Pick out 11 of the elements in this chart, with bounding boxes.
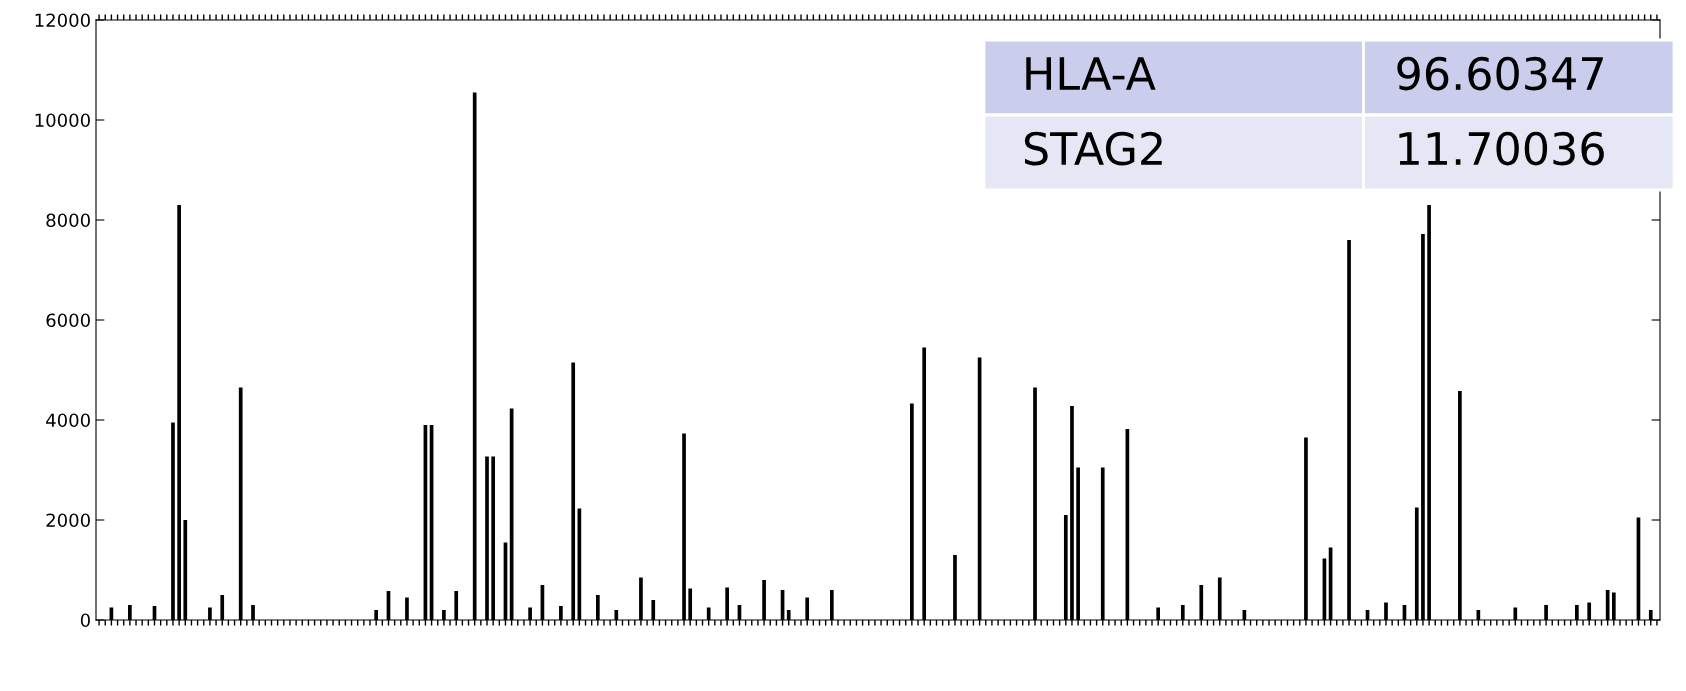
y-tick-label: 10000	[35, 113, 90, 128]
y-tick-label: 8000	[46, 213, 90, 228]
y-tick-label: 2000	[46, 513, 90, 528]
y-tick-label: 0	[80, 613, 90, 628]
annotation: 11.70036	[1399, 131, 1604, 166]
annotation: 96.60347	[1397, 56, 1603, 91]
annotation: STAG2	[1024, 131, 1162, 166]
y-tick-label: 4000	[46, 413, 90, 428]
y-tick-label: 12000	[35, 13, 90, 28]
annotation: HLA-A	[1026, 57, 1156, 90]
y-tick-label: 6000	[46, 313, 90, 328]
